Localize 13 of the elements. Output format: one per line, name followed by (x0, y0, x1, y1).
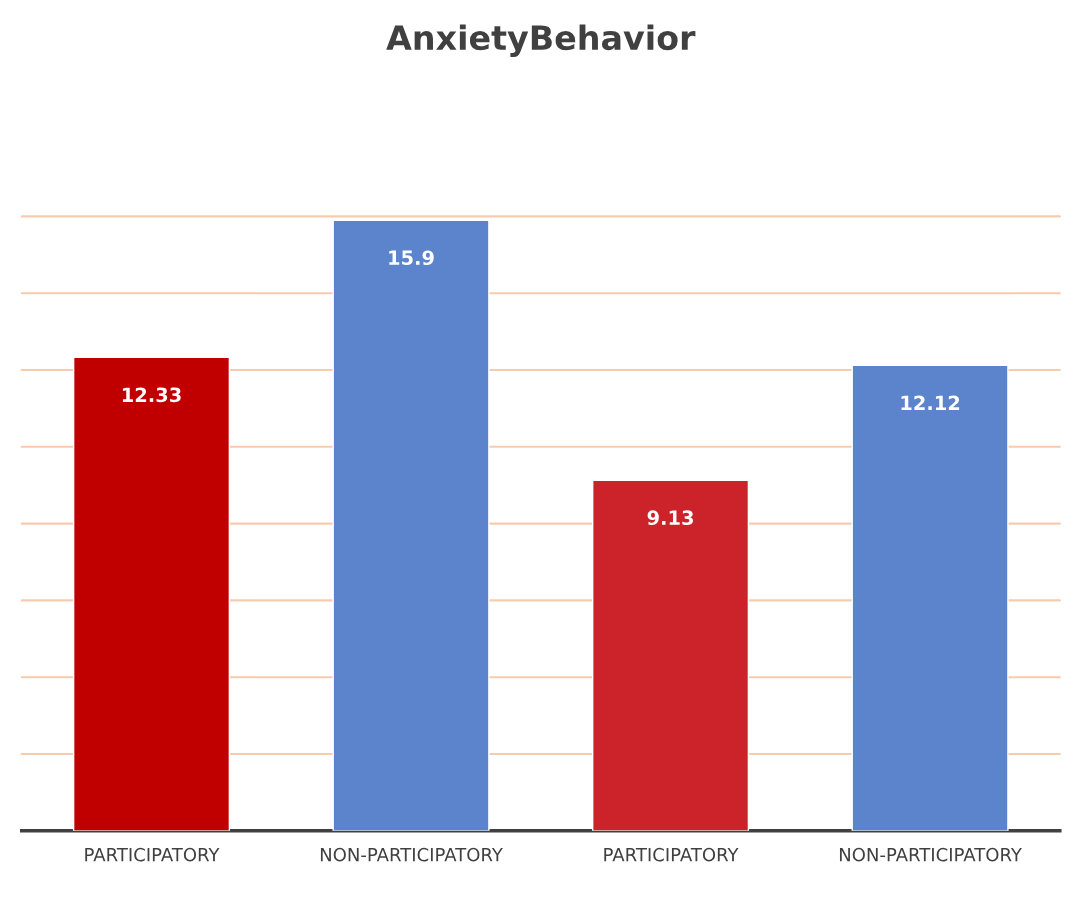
data-label: 12.33 (122, 387, 181, 403)
data-label: 15.9 (389, 250, 434, 266)
bar (591, 479, 750, 831)
data-label: 9.13 (647, 510, 693, 526)
bar (332, 219, 490, 831)
x-tick-label: NON-PARTICIPATORY (839, 847, 1022, 862)
bar (72, 356, 231, 831)
chart-title: AnxietyBehavior (386, 24, 696, 57)
x-tick-label: PARTICIPATORY (85, 847, 220, 862)
bar (851, 364, 1009, 831)
x-tick-label: PARTICIPATORY (604, 847, 739, 862)
x-tick-label: NON-PARTICIPATORY (320, 847, 503, 862)
data-label: 12.12 (901, 395, 960, 410)
